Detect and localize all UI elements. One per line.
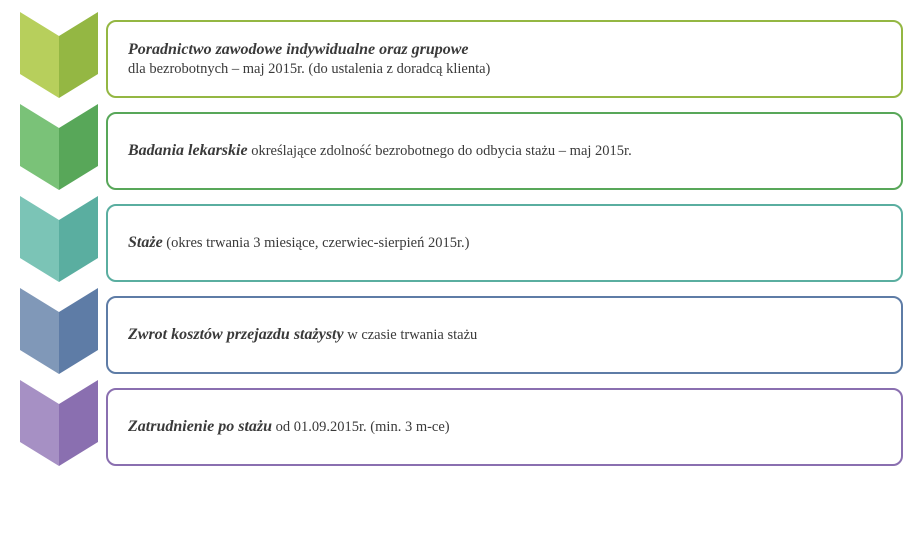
step-title: Zwrot kosztów przejazdu stażysty — [128, 326, 344, 343]
step-title: Staże — [128, 234, 163, 251]
step-desc: w czasie trwania stażu — [344, 327, 478, 343]
step-desc: określające zdolność bezrobotnego do odb… — [248, 143, 632, 159]
step-box: Poradnictwo zawodowe indywidualne oraz g… — [106, 20, 903, 98]
process-step: Poradnictwo zawodowe indywidualne oraz g… — [20, 20, 903, 98]
step-desc: (okres trwania 3 miesiące, czerwiec-sier… — [163, 235, 470, 251]
process-chevron-list: Poradnictwo zawodowe indywidualne oraz g… — [20, 20, 903, 466]
chevron-down-icon — [20, 288, 98, 374]
process-step: Zatrudnienie po stażu od 01.09.2015r. (m… — [20, 388, 903, 466]
step-main-line: Zatrudnienie po stażu od 01.09.2015r. (m… — [128, 418, 881, 436]
process-step: Staże (okres trwania 3 miesiące, czerwie… — [20, 204, 903, 282]
chevron-down-icon — [20, 12, 98, 98]
process-step: Zwrot kosztów przejazdu stażysty w czasi… — [20, 296, 903, 374]
step-title: Poradnictwo zawodowe indywidualne oraz g… — [128, 41, 469, 58]
step-main-line: Poradnictwo zawodowe indywidualne oraz g… — [128, 41, 881, 59]
process-step: Badania lekarskie określające zdolność b… — [20, 112, 903, 190]
step-main-line: Zwrot kosztów przejazdu stażysty w czasi… — [128, 326, 881, 344]
step-box: Badania lekarskie określające zdolność b… — [106, 112, 903, 190]
step-subline: dla bezrobotnych – maj 2015r. (do ustale… — [128, 61, 881, 78]
step-box: Staże (okres trwania 3 miesiące, czerwie… — [106, 204, 903, 282]
step-box: Zatrudnienie po stażu od 01.09.2015r. (m… — [106, 388, 903, 466]
step-box: Zwrot kosztów przejazdu stażysty w czasi… — [106, 296, 903, 374]
step-title: Zatrudnienie po stażu — [128, 418, 272, 435]
chevron-down-icon — [20, 380, 98, 466]
step-desc: od 01.09.2015r. (min. 3 m-ce) — [272, 419, 450, 435]
chevron-down-icon — [20, 104, 98, 190]
step-title: Badania lekarskie — [128, 142, 248, 159]
step-main-line: Badania lekarskie określające zdolność b… — [128, 142, 881, 160]
step-main-line: Staże (okres trwania 3 miesiące, czerwie… — [128, 234, 881, 252]
chevron-down-icon — [20, 196, 98, 282]
